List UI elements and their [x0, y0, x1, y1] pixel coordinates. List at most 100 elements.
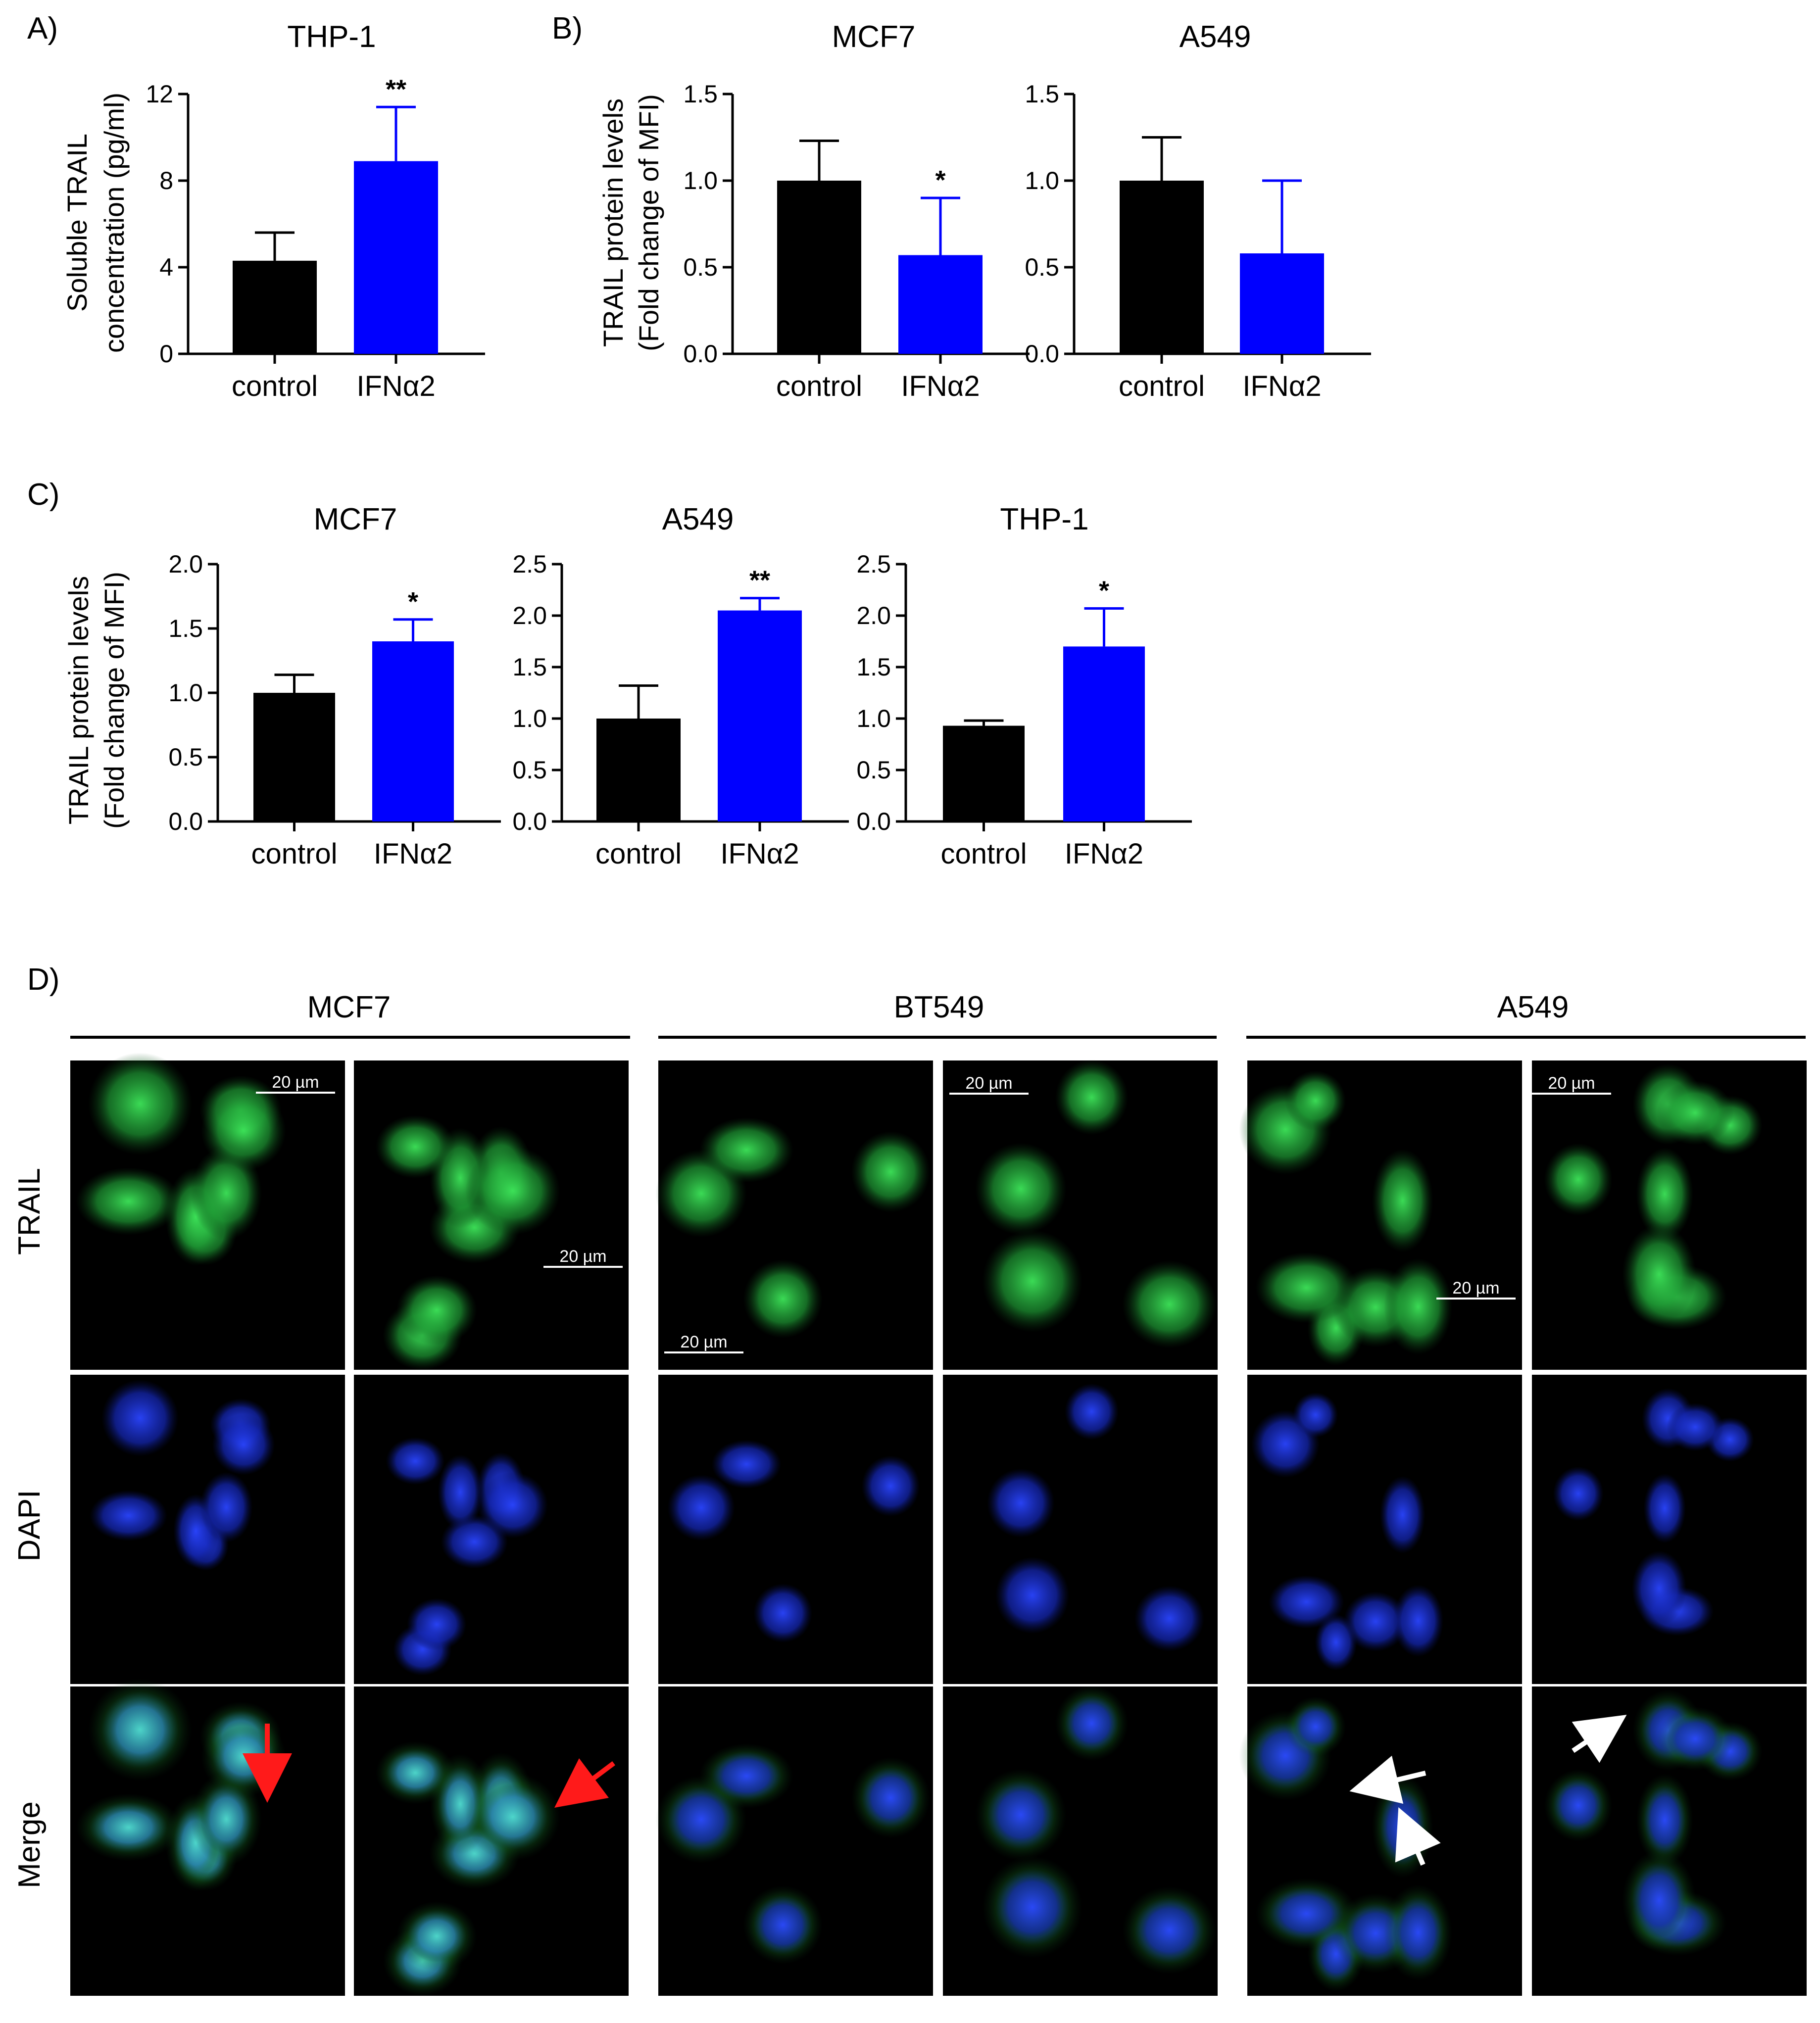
trail-stained-cell — [88, 1052, 193, 1156]
trail-stained-cell — [1372, 1149, 1433, 1252]
merge-nucleus — [1667, 1714, 1724, 1763]
y-axis-label: Soluble TRAIL — [61, 134, 93, 312]
dapi-nucleus — [667, 1474, 735, 1541]
y-tick-label: 0 — [159, 340, 173, 368]
merge-nucleus — [1134, 1897, 1205, 1964]
svg-text:20 µm: 20 µm — [680, 1333, 727, 1351]
white-arrow-2 — [1395, 1807, 1441, 1866]
bar-control — [253, 693, 335, 821]
y-tick-label: 1.5 — [512, 653, 547, 681]
micrograph-trail-5 — [1239, 1060, 1522, 1370]
y-tick-label: 8 — [159, 167, 173, 194]
significance-marker: * — [408, 587, 418, 617]
trail-stained-cell — [76, 1167, 181, 1236]
significance-marker: * — [1099, 576, 1109, 605]
dapi-nucleus — [1293, 1392, 1338, 1438]
micrograph-merge-1 — [70, 1678, 345, 1996]
chart-title: THP-1 — [1000, 502, 1088, 536]
trail-stained-cell — [200, 1090, 287, 1171]
chart-a-thp1-soluble-trail: THP-1 Soluble TRAIL concentration (pg/ml) 0… — [61, 20, 485, 402]
dapi-nucleus — [477, 1472, 548, 1539]
chart-c-a549: A549 0.0 0.5 1.0 1.5 2.0 2.5 control IFNα2 ** — [512, 502, 849, 870]
trail-stained-cell — [1544, 1143, 1613, 1216]
dapi-nucleus — [861, 1455, 920, 1517]
micrograph-trail-1 — [70, 1052, 345, 1370]
row-label-dapi: DAPI — [12, 1490, 47, 1562]
x-tick-label: IFNα2 — [901, 370, 980, 402]
micrograph-dapi-1 — [70, 1375, 345, 1684]
trail-stained-cell — [1255, 1252, 1358, 1324]
trail-stained-cell — [396, 1275, 477, 1346]
svg-text:20 µm: 20 µm — [1548, 1074, 1595, 1093]
merge-nucleus — [1631, 1862, 1687, 1938]
group-label-bt549: BT549 — [894, 990, 984, 1024]
y-tick-label: 12 — [146, 80, 173, 108]
merge-nucleus — [1643, 1785, 1686, 1855]
panel-label-d: D) — [27, 963, 59, 997]
dapi-nucleus — [1064, 1383, 1119, 1440]
bar-control — [233, 260, 317, 354]
panel-ab: A) B) THP-1 Soluble TRAIL concentration (p… — [27, 11, 1371, 402]
merge-nucleus — [753, 1895, 813, 1955]
bar-control — [777, 181, 861, 354]
group-label-mcf7: MCF7 — [307, 990, 391, 1024]
microscopy-image-grid — [70, 1052, 1807, 1996]
y-tick-label: 1.0 — [856, 705, 891, 732]
y-tick-label: 0.5 — [512, 756, 547, 784]
x-tick-label: IFNα2 — [1065, 838, 1143, 870]
dapi-nucleus — [101, 1379, 179, 1457]
micrograph-merge-4 — [943, 1686, 1218, 1996]
bar-control — [1120, 181, 1204, 354]
dapi-nucleus — [1269, 1575, 1344, 1629]
dapi-nucleus — [1643, 1473, 1686, 1543]
dapi-nucleus — [200, 1472, 253, 1543]
y-tick-label: 1.5 — [683, 80, 718, 108]
y-tick-label: 0.5 — [683, 253, 718, 281]
y-tick-label: 0.0 — [1025, 340, 1059, 368]
x-tick-label: control — [232, 370, 318, 402]
svg-text:20 µm: 20 µm — [559, 1247, 606, 1266]
merge-nucleus — [1293, 1704, 1338, 1749]
micrograph-merge-6 — [1532, 1686, 1807, 1996]
panel-label-a: A) — [27, 11, 58, 46]
y-tick-label: 0.5 — [1025, 253, 1059, 281]
chart-c-mcf7: MCF7 TRAIL protein levels (Fold change of … — [63, 502, 501, 870]
trail-stained-cell — [851, 1131, 931, 1213]
svg-text:20 µm: 20 µm — [1452, 1279, 1499, 1298]
scale-bar-mcf7-1: 20 µm — [256, 1073, 335, 1094]
y-tick-label: 1.5 — [168, 615, 203, 642]
dapi-nucleus — [1343, 1591, 1408, 1652]
dapi-nucleus — [995, 1557, 1070, 1634]
merge-nucleus — [667, 1786, 735, 1853]
y-tick-label: 1.5 — [856, 653, 891, 681]
trail-stained-cell — [1636, 1147, 1694, 1241]
trail-stained-cell — [743, 1259, 823, 1339]
bar-ifna2 — [372, 641, 454, 821]
y-tick-label: 4 — [159, 253, 173, 281]
merge-nucleus — [1269, 1887, 1344, 1941]
chart-title: MCF7 — [314, 502, 397, 536]
y-tick-label: 0.5 — [168, 743, 203, 771]
y-tick-label: 1.5 — [1025, 80, 1059, 108]
scale-bar-bt549-2: 20 µm — [949, 1074, 1029, 1095]
trail-stained-cell — [1055, 1060, 1129, 1135]
merge-nucleus — [1064, 1695, 1119, 1752]
merge-nucleus — [995, 1869, 1070, 1946]
chart-c-thp1: THP-1 0.0 0.5 1.0 1.5 2.0 2.5 control IFNα2 * — [856, 502, 1192, 870]
y-tick-label: 2.0 — [168, 550, 203, 578]
x-tick-label: control — [1119, 370, 1205, 402]
merge-nucleus — [101, 1691, 179, 1769]
trail-stained-cell — [1656, 1080, 1734, 1145]
dapi-nucleus — [753, 1583, 813, 1643]
trail-stained-cell — [982, 1230, 1082, 1333]
y-tick-label: 2.0 — [512, 602, 547, 629]
micrograph-trail-3 — [655, 1060, 933, 1370]
trail-stained-cell — [375, 1115, 455, 1179]
dapi-nucleus — [438, 1454, 483, 1530]
significance-marker: ** — [386, 74, 406, 104]
dapi-nucleus — [386, 1437, 445, 1485]
x-tick-label: control — [940, 838, 1027, 870]
trail-stained-cell — [975, 1143, 1067, 1235]
trail-stained-cell — [699, 1117, 794, 1183]
panel-c: C) MCF7 TRAIL protein levels (Fold change … — [27, 478, 1192, 870]
